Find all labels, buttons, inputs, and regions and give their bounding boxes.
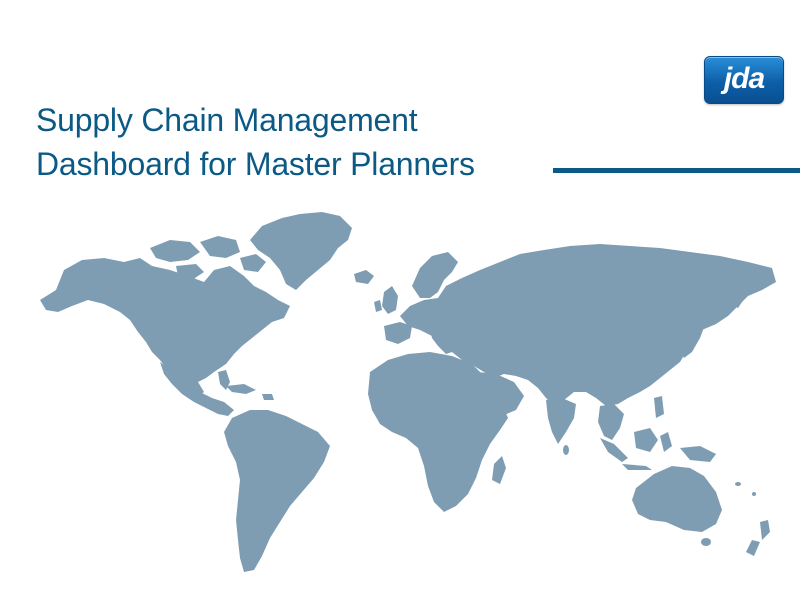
indochina [598,404,624,440]
title-line-1: Supply Chain Management [36,102,418,138]
north-america [40,258,290,398]
philippines [654,396,664,418]
madagascar [492,456,506,484]
arabia [478,372,524,416]
iceland [354,270,374,284]
new-zealand [746,520,770,556]
central-america [160,362,234,416]
sri-lanka [563,445,569,455]
island-2 [752,492,756,496]
title-underline [553,168,800,173]
slide-title: Supply Chain Management Dashboard for Ma… [36,98,676,186]
italy [430,330,452,354]
world-map-icon [40,212,776,572]
india [546,398,576,444]
borneo [634,428,658,452]
british-isles [374,286,398,314]
island-1 [735,482,741,486]
logo-text: jda [723,62,765,95]
iberia [384,322,412,344]
africa [368,352,508,512]
kamchatka [730,284,746,308]
scandinavia [412,252,458,298]
caribbean [226,384,274,400]
greenland [250,212,352,290]
title-line-2: Dashboard for Master Planners [36,146,475,182]
eurasia [400,244,776,408]
japan [680,318,706,358]
sumatra [600,438,628,462]
new-guinea [680,446,716,462]
arctic-islands [150,236,266,280]
tasmania [701,538,711,546]
florida [218,370,230,390]
south-america [224,410,330,572]
java [622,464,652,470]
australia [632,466,722,532]
sulawesi [660,432,672,452]
jda-logo: jda [704,56,784,104]
